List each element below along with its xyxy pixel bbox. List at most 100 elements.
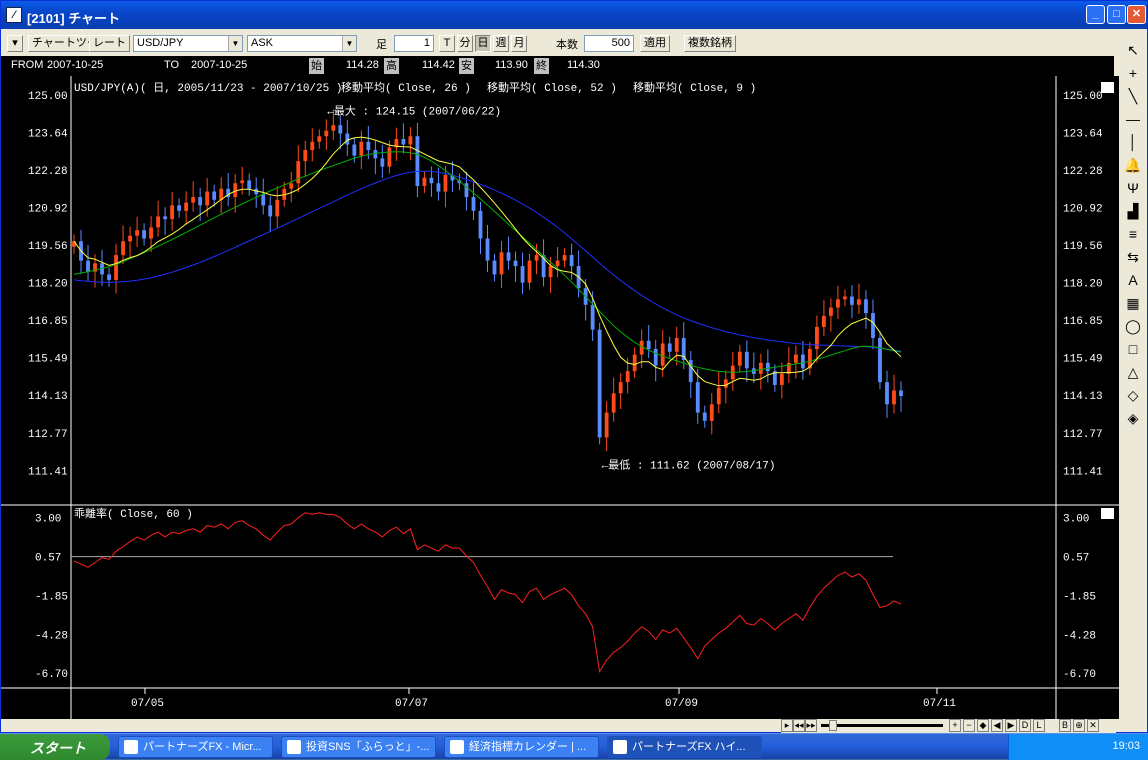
candle-body xyxy=(702,412,707,421)
start-button[interactable]: スタート xyxy=(0,734,110,760)
scroll-control-10[interactable]: B xyxy=(1059,719,1071,732)
text-icon[interactable]: A xyxy=(1128,272,1138,288)
multi-symbol-button[interactable]: 複数銘柄 xyxy=(684,35,736,52)
candle-body xyxy=(184,202,189,211)
candle-body xyxy=(850,296,854,305)
ellipse-icon[interactable]: ◯ xyxy=(1125,318,1141,334)
eraser-all-icon[interactable]: ◈ xyxy=(1127,410,1139,426)
chart-area[interactable]: 125.00 125.00 123.64 123.64 122.28 122.28 120.… xyxy=(1,76,1119,719)
sub-ytick-right-label: 3.00 xyxy=(1063,514,1089,526)
symbol-select[interactable]: USD/JPY ▼ xyxy=(133,35,243,52)
candle-body xyxy=(352,144,357,156)
candle-body xyxy=(829,307,833,316)
crosshair-icon[interactable]: + xyxy=(1128,65,1138,81)
title-bar[interactable]: ⁄ [2101] チャート _ □ ✕ xyxy=(1,1,1147,29)
trendline-icon[interactable]: ╲ xyxy=(1128,88,1138,104)
sub-ytick-right-label: 0.57 xyxy=(1063,553,1089,565)
candle-body xyxy=(233,183,238,198)
candle-body xyxy=(485,238,490,261)
candle-body xyxy=(885,382,889,405)
ytick-left-label: 119.56 xyxy=(28,241,68,253)
taskbar-task-2[interactable]: 経済指標カレンダー | ... xyxy=(444,736,599,758)
candle-body xyxy=(317,136,322,142)
chart-window: ⁄ [2101] チャート _ □ ✕ ▾ チャートツール レート USD/JP… xyxy=(0,0,1148,733)
sub-ytick-left-label: 0.57 xyxy=(35,553,61,565)
menu-dropdown-button[interactable]: ▾ xyxy=(7,35,23,52)
fork-icon[interactable]: Ψ xyxy=(1127,180,1139,196)
candle-body xyxy=(177,205,182,211)
from-label: FROM xyxy=(11,59,44,71)
unit-button-4[interactable]: 月 xyxy=(511,35,527,52)
chart-scroll-controls: ▸ ◂◂ ▸▸ + − ◆ ◀ ▶ D L B ⊕ ✕ xyxy=(781,719,1116,733)
scroll-thumb[interactable] xyxy=(829,720,837,731)
candle-body xyxy=(899,390,903,396)
candle-body xyxy=(892,390,896,405)
minimize-button[interactable]: _ xyxy=(1086,5,1105,24)
scroll-control-12[interactable]: ✕ xyxy=(1087,719,1099,732)
foot-input[interactable]: 1 xyxy=(394,35,434,52)
count-input[interactable]: 500 xyxy=(584,35,634,52)
ytick-right-label: 118.20 xyxy=(1063,279,1103,291)
candle-body xyxy=(807,349,812,369)
scroll-control-9[interactable]: L xyxy=(1033,719,1045,732)
candle-body xyxy=(821,315,826,327)
candle-body xyxy=(450,174,455,181)
candle-body xyxy=(674,337,679,352)
candle-body xyxy=(135,230,139,236)
candle-body xyxy=(836,299,840,308)
candle-body xyxy=(247,180,252,189)
unit-button-2[interactable]: 日 xyxy=(475,35,491,52)
candle-body xyxy=(625,371,630,383)
vertical-line-icon[interactable]: │ xyxy=(1128,134,1138,150)
candle-body xyxy=(864,299,868,314)
maximize-button[interactable]: □ xyxy=(1107,5,1126,24)
horizontal-line-icon[interactable]: — xyxy=(1126,111,1140,127)
candle-body xyxy=(520,266,525,283)
candle-body xyxy=(373,150,378,159)
chevron-down-icon: ▼ xyxy=(228,36,242,51)
candle-body xyxy=(758,362,763,374)
task-label: 投資SNS「ふらっと」-... xyxy=(306,741,430,753)
rectangle-icon[interactable]: □ xyxy=(1128,341,1138,357)
candle-body xyxy=(506,252,511,261)
scroll-control-0[interactable]: ▸ xyxy=(781,719,793,732)
ytick-right-label: 116.85 xyxy=(1063,316,1103,328)
scroll-control-7[interactable]: ▶ xyxy=(1005,719,1017,732)
candle-body xyxy=(541,255,546,278)
channel-icon[interactable]: ⇆ xyxy=(1127,249,1139,265)
unit-button-0[interactable]: T xyxy=(439,35,455,52)
scroll-control-2[interactable]: ▸▸ xyxy=(805,719,817,732)
scroll-control-5[interactable]: ◆ xyxy=(977,719,989,732)
bell-icon[interactable]: 🔔 xyxy=(1124,157,1142,173)
fibonacci-icon[interactable]: ▟ xyxy=(1127,203,1139,219)
candle-body xyxy=(765,362,770,372)
window-title: [2101] チャート xyxy=(27,11,121,26)
candle-body xyxy=(478,210,483,239)
taskbar-task-0[interactable]: パートナーズFX - Micr... xyxy=(118,736,273,758)
scroll-control-8[interactable]: D xyxy=(1019,719,1031,732)
scroll-control-4[interactable]: − xyxy=(963,719,975,732)
unit-button-3[interactable]: 週 xyxy=(493,35,509,52)
eraser-icon[interactable]: ◇ xyxy=(1127,387,1139,403)
rate-button[interactable]: レート xyxy=(89,35,130,52)
taskbar-task-3[interactable]: パートナーズFX ハイ... xyxy=(607,736,762,758)
side-select[interactable]: ASK ▼ xyxy=(247,35,357,52)
scroll-track[interactable] xyxy=(821,724,943,727)
taskbar-task-1[interactable]: 投資SNS「ふらっと」-... xyxy=(281,736,436,758)
scroll-control-3[interactable]: + xyxy=(949,719,961,732)
grid-icon[interactable]: ▦ xyxy=(1126,295,1140,311)
triangle-icon[interactable]: △ xyxy=(1127,364,1139,380)
scroll-control-1[interactable]: ◂◂ xyxy=(793,719,805,732)
scroll-control-6[interactable]: ◀ xyxy=(991,719,1003,732)
candle-body xyxy=(786,362,791,374)
scroll-control-11[interactable]: ⊕ xyxy=(1073,719,1085,732)
gann-icon[interactable]: ≡ xyxy=(1128,226,1138,242)
candle-body xyxy=(660,343,665,366)
candle-body xyxy=(646,340,651,350)
close-button[interactable]: ✕ xyxy=(1127,5,1146,24)
high-label: 高 xyxy=(384,58,399,74)
apply-button[interactable]: 適用 xyxy=(640,35,670,52)
arrow-pointer-icon[interactable]: ↖ xyxy=(1127,42,1139,58)
candle-body xyxy=(394,139,399,148)
unit-button-1[interactable]: 分 xyxy=(457,35,473,52)
